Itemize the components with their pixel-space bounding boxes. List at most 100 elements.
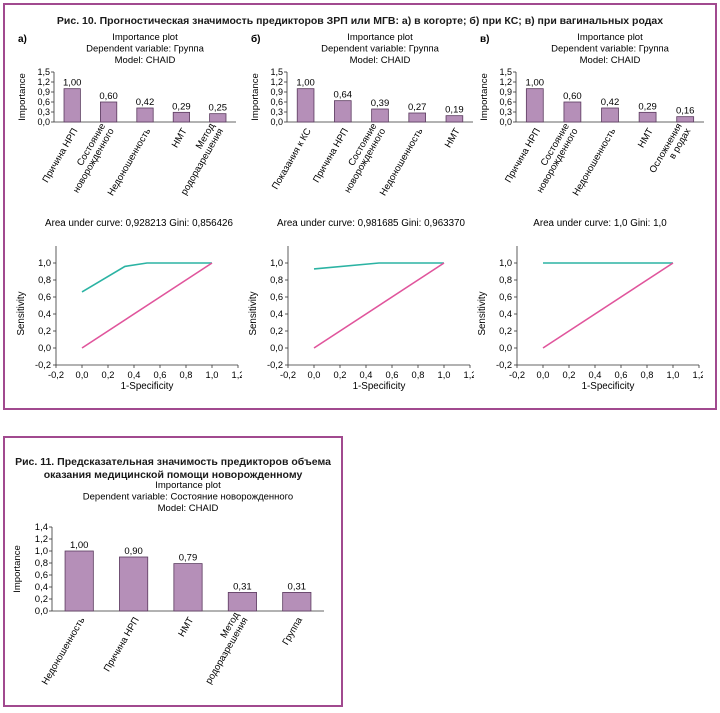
y-tick-label: 1,2: [35, 534, 48, 545]
y-tick-label: 0,0: [270, 117, 283, 127]
bar: [63, 88, 81, 123]
y-tick-label: 1,2: [37, 77, 50, 87]
bar: [172, 111, 190, 123]
x-tick-label: 0,8: [641, 370, 654, 380]
bar: [136, 107, 154, 123]
y-tick-label: 0,0: [270, 343, 283, 353]
x-tick-label: 0,2: [334, 370, 347, 380]
bar: [209, 113, 227, 123]
y-tick-label: 1,5: [270, 67, 283, 77]
bar-value-label: 1,00: [296, 78, 315, 89]
y-tick-label: 0,8: [270, 275, 283, 285]
roc-title: Area under curve: 1,0 Gini: 1,0: [533, 218, 667, 229]
y-tick-label: 1,2: [499, 77, 512, 87]
bar-value-label: 0,29: [638, 101, 657, 112]
y-tick-label: 0,0: [35, 606, 48, 617]
bar-value-label: 0,60: [99, 91, 118, 102]
figure-10-frame: Рис. 10. Прогностическая значимость пред…: [3, 3, 717, 410]
y-tick-label: 0,6: [37, 97, 50, 107]
roc-curve-line: [81, 262, 212, 293]
panel-label: в): [480, 34, 489, 45]
y-axis-label: Importance: [250, 73, 261, 121]
figure-11-title-line1: Рис. 11. Предсказательная значимость пре…: [15, 456, 331, 468]
bar-value-label: 1,00: [70, 540, 89, 551]
x-tick-label: 0,4: [128, 370, 141, 380]
bar: [525, 88, 544, 123]
x-axis-label: 1-Specificity: [353, 381, 406, 392]
bar: [676, 116, 695, 123]
bar-value-label: 0,79: [179, 553, 198, 564]
roc-title: Area under curve: 0,981685 Gini: 0,96337…: [277, 218, 465, 229]
y-tick-label: 1,5: [499, 67, 512, 77]
category-label: Показания к КС: [270, 126, 314, 191]
chart-title-line: Dependent variable: Группа: [551, 44, 669, 55]
y-axis-label: Sensitivity: [477, 291, 488, 335]
y-tick-label: 0,9: [37, 87, 50, 97]
category-label: Недоношенность: [571, 126, 619, 197]
bar: [563, 101, 582, 123]
chart-title-line: Model: CHAID: [158, 503, 219, 514]
reference-diagonal-line: [81, 262, 213, 349]
bar-value-label: 0,42: [601, 97, 620, 108]
roc-chart-a: Area under curve: 0,928213 Gini: 0,85642…: [16, 218, 242, 392]
category-label-group: Показания к КС: [270, 126, 314, 191]
y-tick-label: 0,0: [37, 117, 50, 127]
x-tick-label: 1,0: [206, 370, 219, 380]
y-tick-label: 0,6: [499, 292, 512, 302]
category-label-group: Недоношенность: [571, 126, 619, 197]
y-axis-label: Importance: [17, 73, 28, 121]
chart-title-line: Model: CHAID: [350, 55, 411, 66]
bar-value-label: 0,39: [371, 98, 390, 109]
y-tick-label: 0,4: [38, 309, 51, 319]
y-axis-label: Sensitivity: [248, 291, 259, 335]
category-label-group: НМТ: [443, 126, 463, 149]
category-label-group: НМТ: [636, 126, 656, 149]
x-tick-label: -0,2: [280, 370, 296, 380]
bar-value-label: 0,31: [233, 581, 252, 592]
chart-title-line: Model: CHAID: [580, 55, 641, 66]
roc-title: Area under curve: 0,928213 Gini: 0,85642…: [45, 218, 233, 229]
bar-value-label: 0,25: [209, 103, 228, 114]
roc-curve-line: [313, 262, 444, 270]
x-tick-label: 1,2: [693, 370, 703, 380]
y-axis-label: Importance: [479, 73, 490, 121]
category-label-group: Причина НРП: [40, 126, 80, 184]
category-label-group: Причина НРП: [503, 126, 543, 184]
x-tick-label: -0,2: [509, 370, 525, 380]
bar-value-label: 0,64: [334, 90, 353, 101]
roc-chart-c: Area under curve: 1,0 Gini: 1,0 -0,2 0,0 0,…: [477, 218, 703, 392]
y-tick-label: -0,2: [267, 360, 283, 370]
bar-value-label: 0,29: [172, 101, 191, 112]
category-label-group: НМТ: [170, 126, 190, 149]
y-tick-label: 0,2: [35, 594, 48, 605]
x-tick-label: 0,2: [102, 370, 115, 380]
bar-value-label: 0,42: [136, 97, 155, 108]
y-tick-label: 0,6: [270, 292, 283, 302]
y-tick-label: 0,4: [270, 309, 283, 319]
y-tick-label: 0,8: [499, 275, 512, 285]
figure-10-title: Рис. 10. Прогностическая значимость пред…: [56, 15, 664, 27]
category-label: НМТ: [443, 126, 463, 149]
bar: [445, 115, 464, 123]
bar-value-label: 0,27: [408, 102, 427, 113]
panel-label: б): [251, 33, 261, 45]
panel-label: а): [18, 34, 27, 45]
y-tick-label: -0,2: [35, 360, 51, 370]
y-tick-label: 0,0: [499, 117, 512, 127]
bar-value-label: 1,00: [526, 78, 545, 89]
x-tick-label: 0,8: [180, 370, 193, 380]
category-label: НМТ: [170, 126, 190, 149]
x-tick-label: 0,6: [154, 370, 167, 380]
x-tick-label: 0,4: [360, 370, 373, 380]
bar-value-label: 0,16: [676, 106, 695, 117]
category-label-group: НМТ: [176, 615, 196, 638]
category-label-group: Недоношенность: [40, 615, 88, 686]
bar-value-label: 0,19: [445, 105, 464, 116]
y-tick-label: 1,5: [37, 67, 50, 77]
x-tick-label: 1,2: [464, 370, 474, 380]
y-tick-label: 0,6: [499, 97, 512, 107]
